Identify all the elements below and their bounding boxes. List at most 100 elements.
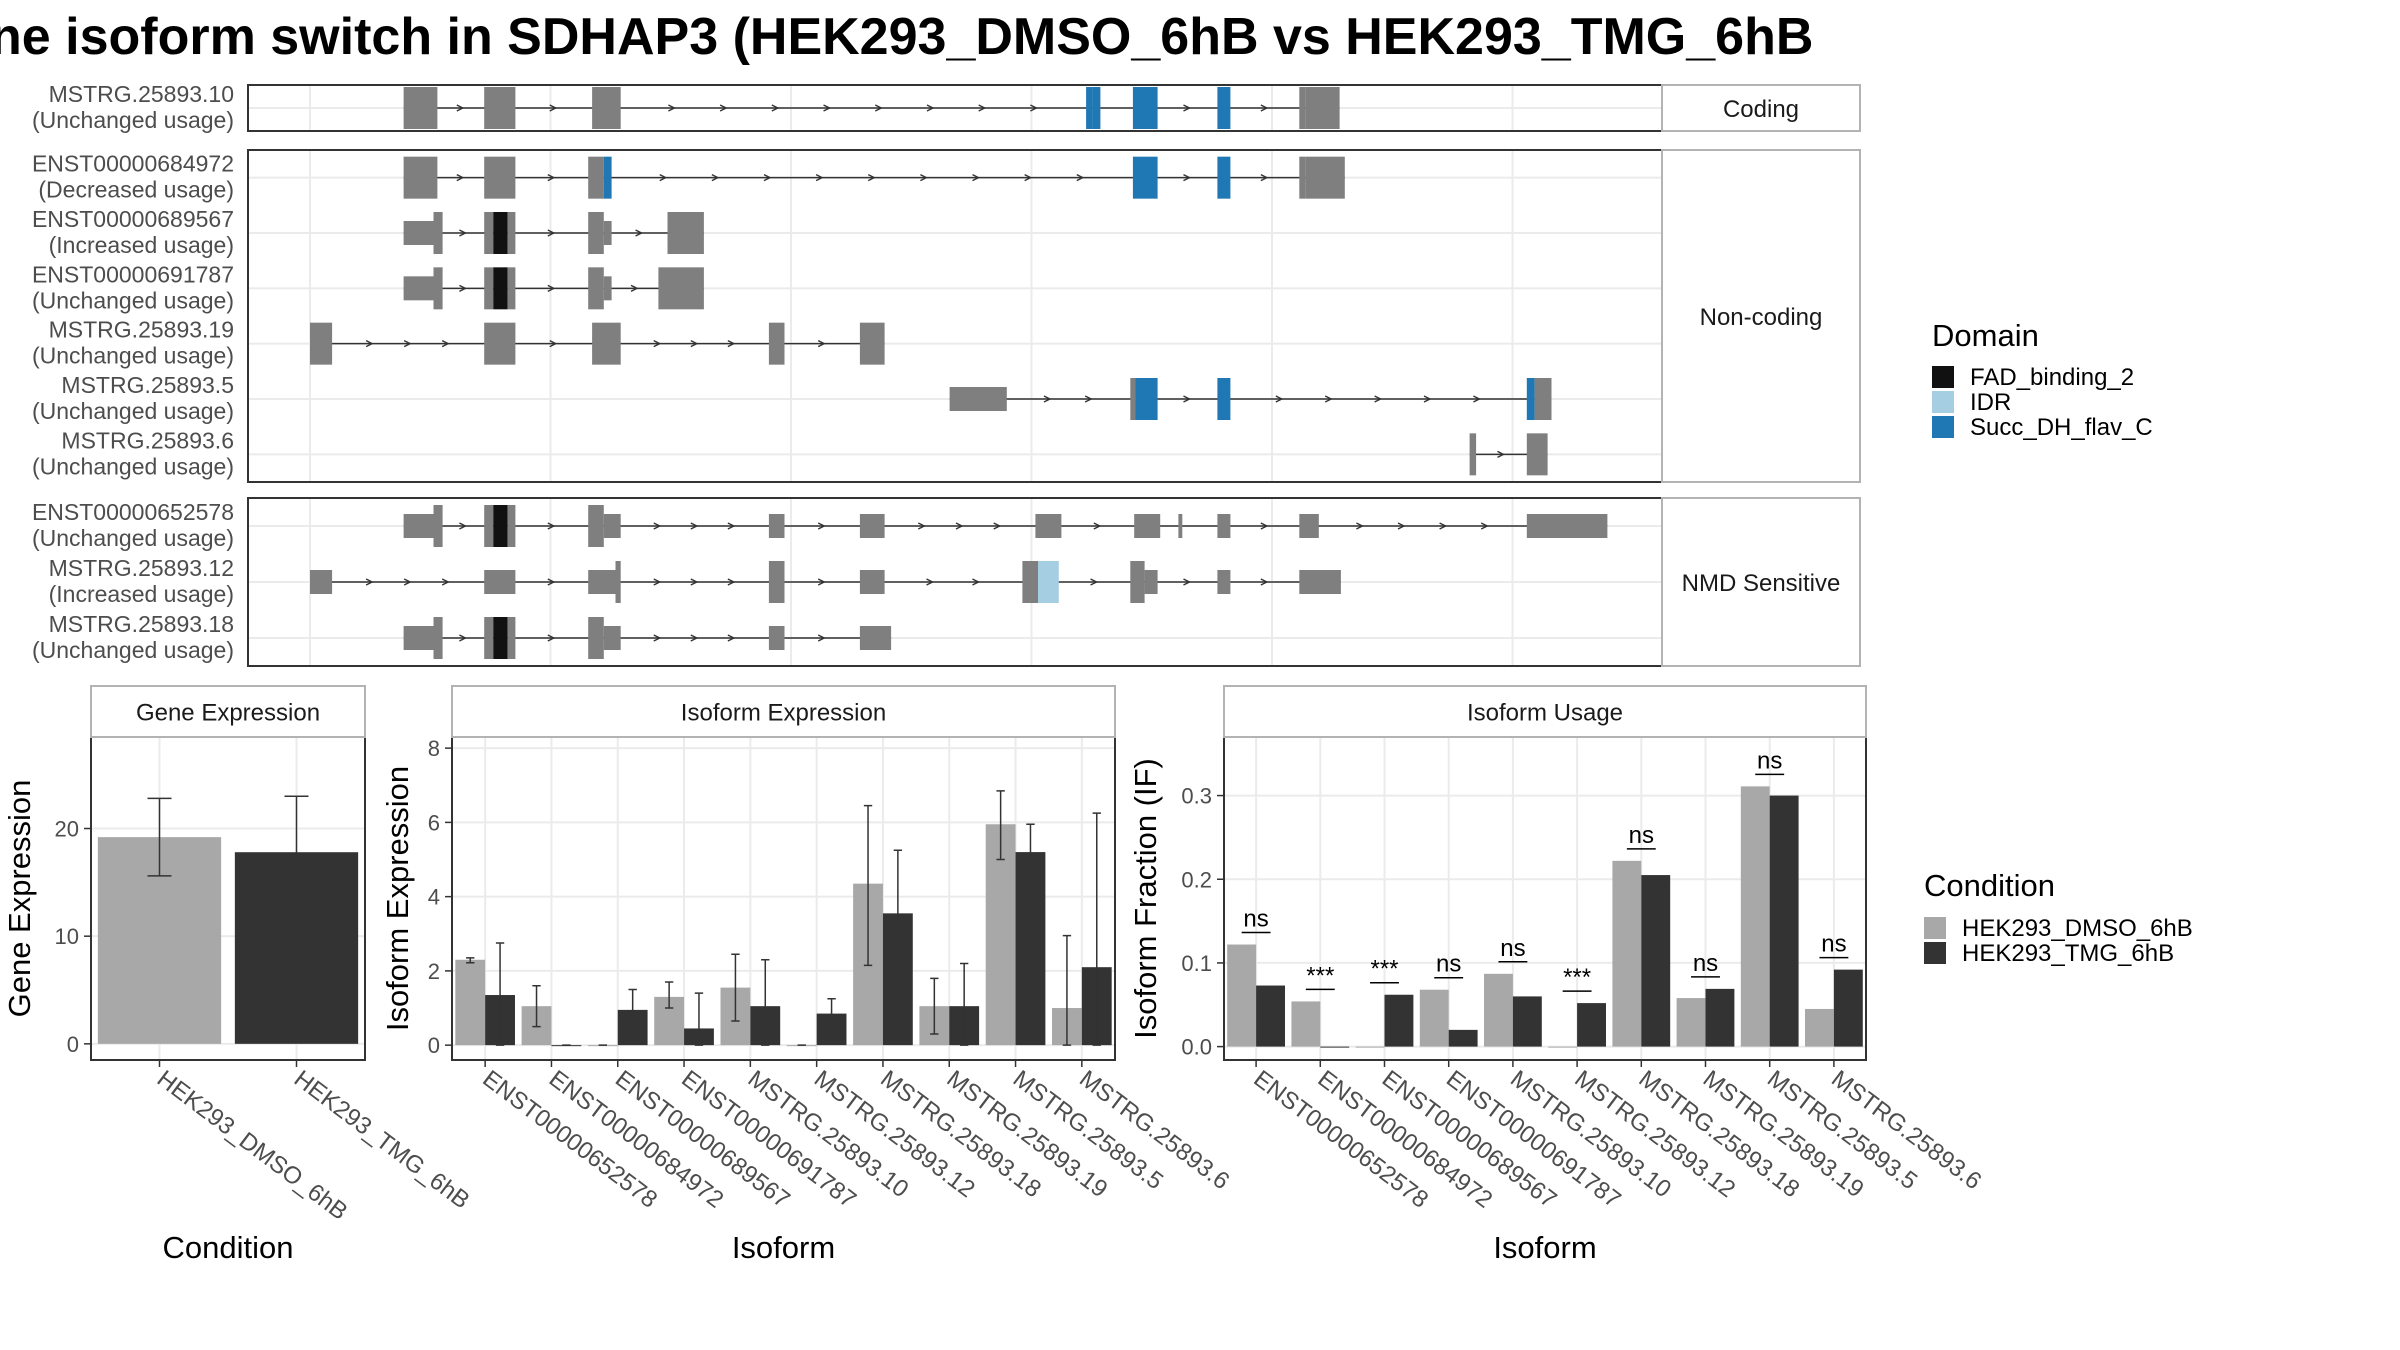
exon [403,156,438,199]
facet-strip [1223,685,1867,738]
chart-title: Isoform Expression [681,700,886,727]
bar [1419,989,1449,1047]
exon [949,387,1007,411]
error-bar [893,849,903,978]
intron-arrow [771,104,780,112]
intron-arrow [1084,395,1093,403]
exon [484,570,516,594]
y-tick-label: 0.1 [1181,951,1212,976]
error-bar [147,797,172,877]
exon [667,212,704,254]
exon [603,626,621,650]
intron-arrow [874,104,883,112]
transcript-track: MSTRG.25893.18(Unchanged usage) [32,611,1662,663]
domain-exon [1217,87,1231,129]
legend-key [1932,366,1954,388]
legend-item: HEK293_TMG_6hB [1924,940,2174,967]
exon [403,276,434,301]
domain-exon [1132,156,1158,199]
exon [484,156,516,199]
intron-arrow [653,578,662,586]
transcript-usage-label: (Increased usage) [49,581,234,607]
y-tick-label: 2 [428,959,440,984]
exon [1299,87,1306,129]
exon [1134,514,1161,538]
bar [1355,1046,1385,1048]
legend-title: Condition [1924,868,2055,903]
x-axis-label: Isoform [732,1230,835,1265]
intron-arrow [817,634,826,642]
legend-label: FAD_binding_2 [1970,364,2134,391]
error-bar [959,962,969,1046]
exon [1178,514,1183,538]
bar [1291,1001,1321,1047]
exon [484,87,516,129]
domain-exon [1086,87,1093,129]
exon [403,514,434,538]
domain-exon [1135,378,1158,420]
facet-strip-label: Coding [1723,96,1799,123]
exon [1305,87,1340,129]
intron-arrow [993,522,1002,530]
intron-arrow [1260,522,1269,530]
exon [859,322,885,365]
transcript-usage-label: (Unchanged usage) [32,398,234,424]
intron-arrow [972,174,981,182]
error-bar [761,959,770,1046]
intron-arrow [1090,578,1099,586]
intron-arrow [659,174,668,182]
exon [615,561,621,603]
significance-label: ns [1243,906,1268,933]
x-axis-label: Isoform [1493,1230,1596,1265]
significance-label: *** [1370,956,1398,983]
transcript-track: MSTRG.25893.10(Unchanged usage) [32,81,1662,133]
error-bar [996,790,1005,861]
intron-arrow [1397,522,1406,530]
y-tick-label: 0.2 [1181,867,1212,892]
exon [1299,514,1319,538]
intron-arrow [917,522,926,530]
error-bar [1092,812,1101,1046]
exon [1299,570,1341,594]
significance-label: ns [1821,931,1846,958]
bar [1484,973,1513,1047]
error-bar [466,957,475,964]
exon [507,617,516,659]
intron-arrow [459,634,467,642]
intron-arrow [817,578,826,586]
intron-arrow [1076,174,1085,182]
error-bar [827,997,836,1030]
intron-arrow [1024,174,1033,182]
intron-arrow [1183,395,1192,403]
exon [603,514,621,538]
legend-key [1932,416,1954,438]
y-axis-label: Gene Expression [2,780,37,1018]
bar [1512,996,1542,1047]
intron-arrow [653,522,662,530]
facet-strip-label: NMD Sensitive [1682,570,1841,597]
transcript-id-label: ENST00000684972 [32,151,234,177]
intron-arrow [549,104,558,112]
transcript-usage-label: (Unchanged usage) [32,343,234,369]
exon [588,617,604,659]
intron-arrow [1043,395,1052,403]
y-tick-label: 6 [428,810,440,835]
domain-exon [1092,87,1101,129]
transcript-track: ENST00000684972(Decreased usage) [32,151,1662,203]
exon [403,221,434,245]
intron-arrow [441,340,450,348]
domain-exon [493,505,508,547]
error-bar [495,942,505,1046]
intron-arrow [817,340,826,348]
intron-arrow [1260,104,1269,112]
transcript-id-label: MSTRG.25893.12 [49,555,234,581]
bar [1705,988,1735,1047]
error-bar [664,981,674,1009]
legend-item: FAD_binding_2 [1932,364,2134,391]
transcript-track: MSTRG.25893.5(Unchanged usage) [32,372,1662,424]
figure-title: ne isoform switch in SDHAP3 (HEK293_DMSO… [0,8,1813,66]
intron-arrow [365,578,374,586]
transcript-id-label: MSTRG.25893.19 [49,317,234,343]
